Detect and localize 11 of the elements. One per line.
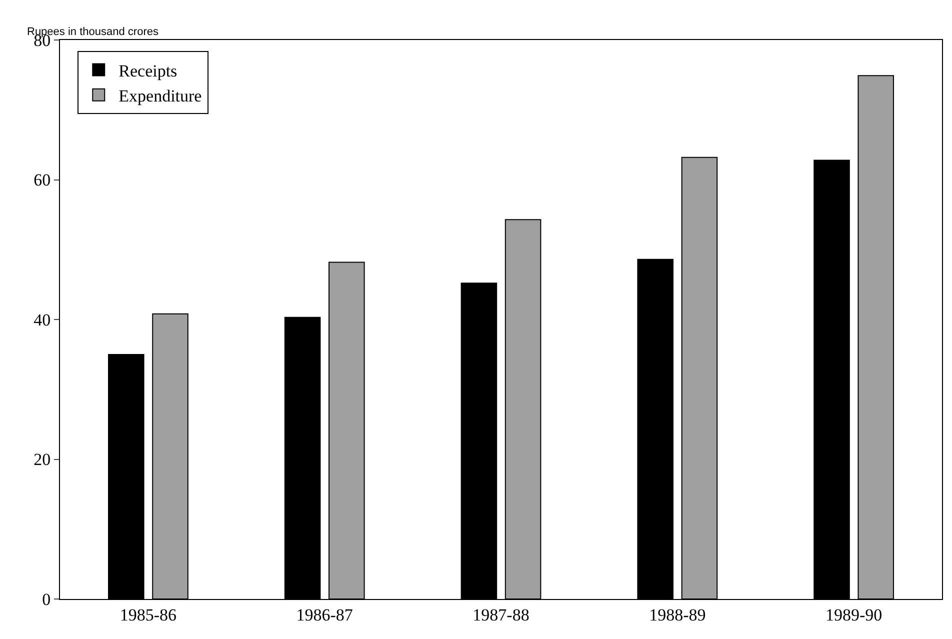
x-tick-label: 1986-87 [296,605,354,624]
y-tick-label: 0 [42,590,51,609]
x-tick-label: 1989-90 [825,605,882,624]
legend-label: Receipts [118,61,178,80]
x-tick-label: 1988-89 [649,605,706,624]
y-tick-label: 60 [34,170,51,190]
x-tick-label: 1985-86 [120,605,177,624]
legend-label: Expenditure [118,86,202,106]
y-tick-label: 20 [34,450,51,470]
y-tick-label: 40 [34,310,51,330]
x-tick-label: 1987-88 [472,605,530,624]
